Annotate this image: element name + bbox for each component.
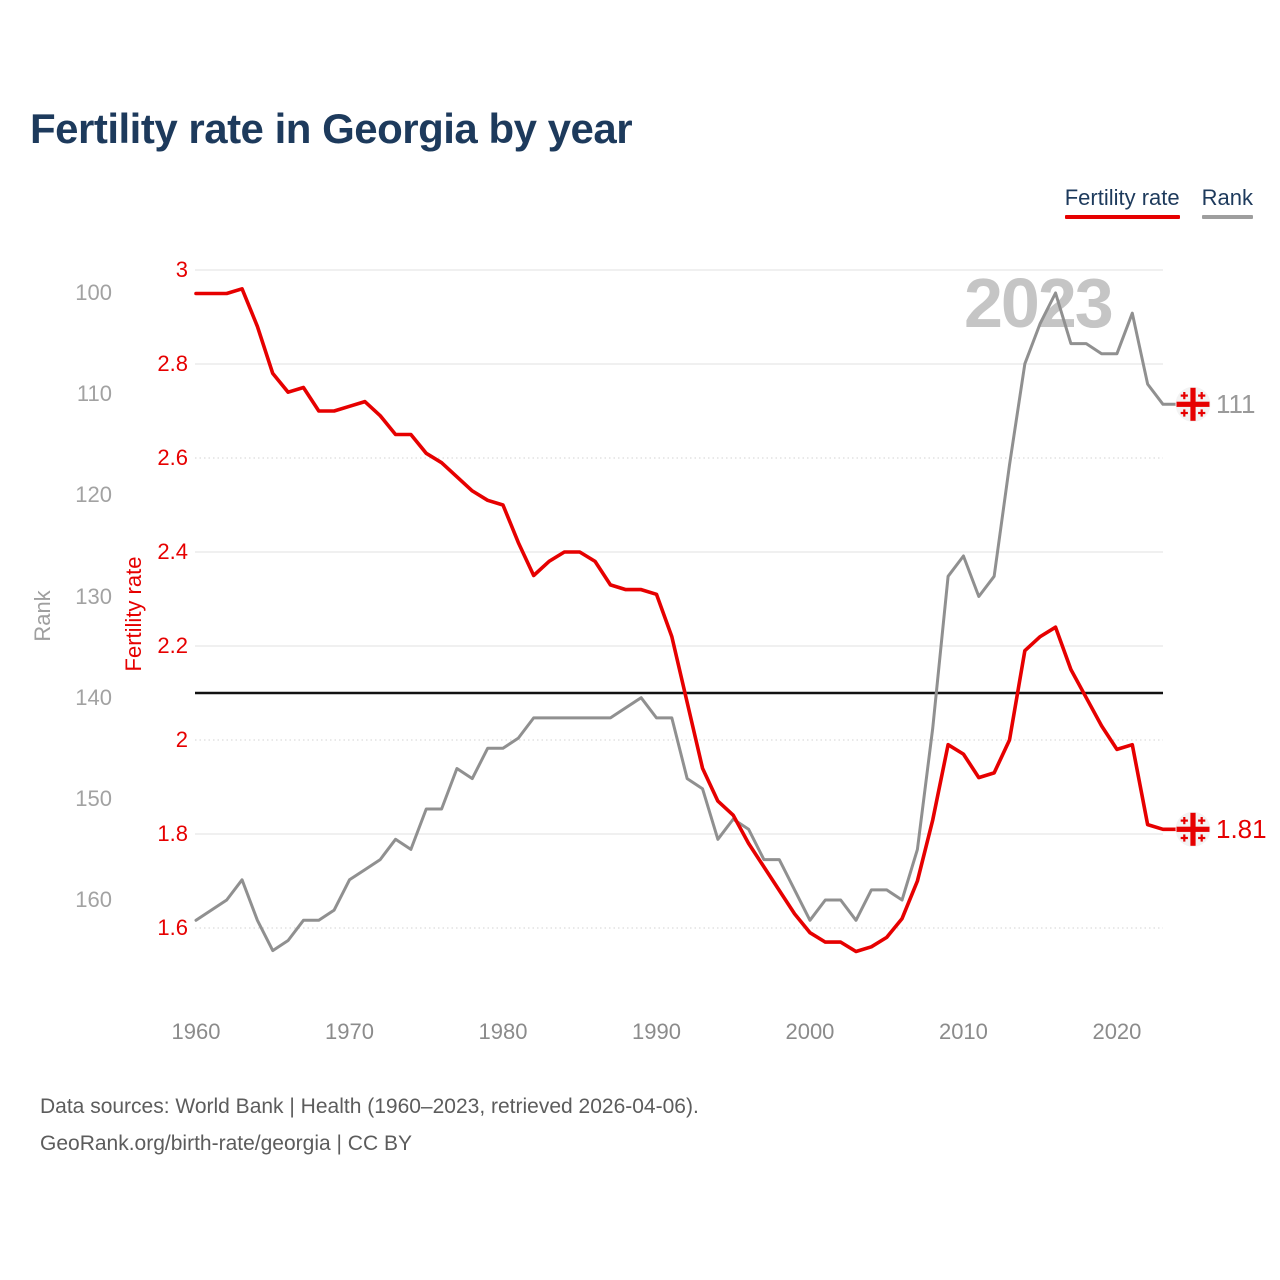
fertility-series-line (194, 286, 1187, 954)
data-source-line: Data sources: World Bank | Health (1960–… (40, 1095, 699, 1118)
chart-footer: Data sources: World Bank | Health (1960–… (40, 1088, 699, 1162)
georgia-flag-icon (1175, 811, 1211, 847)
legend-underline-rank (1201, 215, 1253, 220)
page-title: Fertility rate in Georgia by year (30, 105, 633, 152)
y-axis-label-fertility: Fertility rate (121, 556, 146, 672)
license-line: GeoRank.org/birth-rate/georgia | CC BY (40, 1132, 412, 1155)
legend-label: Fertility rate (1064, 185, 1180, 210)
legend-item-rank[interactable]: Rank (1201, 185, 1253, 220)
y-axis-label-rank: Rank (30, 590, 55, 642)
legend-label: Rank (1201, 185, 1253, 210)
legend-item-fertility-rate[interactable]: Fertility rate (1064, 185, 1180, 220)
rank-end-label: 111 (1216, 389, 1256, 419)
rank-series-line (194, 291, 1187, 953)
fertility-end-label: 1.81 (1216, 814, 1267, 844)
georgia-flag-icon (1175, 386, 1211, 422)
chart-legend: Fertility rate Rank (1064, 185, 1253, 220)
legend-underline-fertility (1064, 215, 1180, 220)
gridlines (195, 269, 1163, 929)
